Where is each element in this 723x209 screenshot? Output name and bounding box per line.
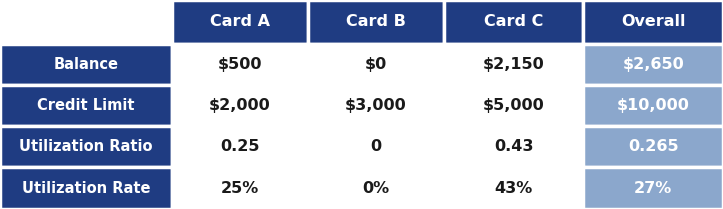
Bar: [583, 0, 723, 44]
Bar: [172, 167, 308, 209]
Bar: [0, 126, 172, 167]
Bar: [0, 85, 172, 126]
Text: $0: $0: [365, 57, 387, 72]
Text: Card A: Card A: [210, 14, 270, 29]
Text: 27%: 27%: [634, 181, 672, 196]
Bar: [0, 44, 172, 85]
Bar: [444, 85, 583, 126]
Bar: [0, 0, 172, 44]
Text: Card C: Card C: [484, 14, 544, 29]
Bar: [308, 126, 444, 167]
Text: Overall: Overall: [621, 14, 685, 29]
Text: 0: 0: [370, 139, 382, 154]
Bar: [583, 167, 723, 209]
Text: $10,000: $10,000: [617, 98, 690, 113]
Bar: [583, 85, 723, 126]
Text: 0.43: 0.43: [494, 139, 534, 154]
Text: $500: $500: [218, 57, 262, 72]
Text: 0%: 0%: [362, 181, 390, 196]
Text: $2,650: $2,650: [623, 57, 684, 72]
Text: Utilization Rate: Utilization Rate: [22, 181, 150, 196]
Text: 0.25: 0.25: [221, 139, 260, 154]
Bar: [444, 0, 583, 44]
Bar: [444, 167, 583, 209]
Text: 0.265: 0.265: [628, 139, 679, 154]
Bar: [172, 126, 308, 167]
Text: 43%: 43%: [495, 181, 533, 196]
Bar: [583, 44, 723, 85]
Bar: [172, 0, 308, 44]
Bar: [444, 44, 583, 85]
Text: $3,000: $3,000: [345, 98, 407, 113]
Bar: [308, 44, 444, 85]
Text: $2,000: $2,000: [209, 98, 271, 113]
Bar: [308, 85, 444, 126]
Bar: [172, 85, 308, 126]
Text: Balance: Balance: [54, 57, 119, 72]
Bar: [0, 167, 172, 209]
Bar: [172, 44, 308, 85]
Bar: [583, 126, 723, 167]
Text: $2,150: $2,150: [483, 57, 544, 72]
Bar: [444, 126, 583, 167]
Text: 25%: 25%: [221, 181, 259, 196]
Bar: [308, 0, 444, 44]
Text: Card B: Card B: [346, 14, 406, 29]
Text: Utilization Ratio: Utilization Ratio: [20, 139, 153, 154]
Bar: [308, 167, 444, 209]
Text: Credit Limit: Credit Limit: [38, 98, 134, 113]
Text: $5,000: $5,000: [483, 98, 544, 113]
